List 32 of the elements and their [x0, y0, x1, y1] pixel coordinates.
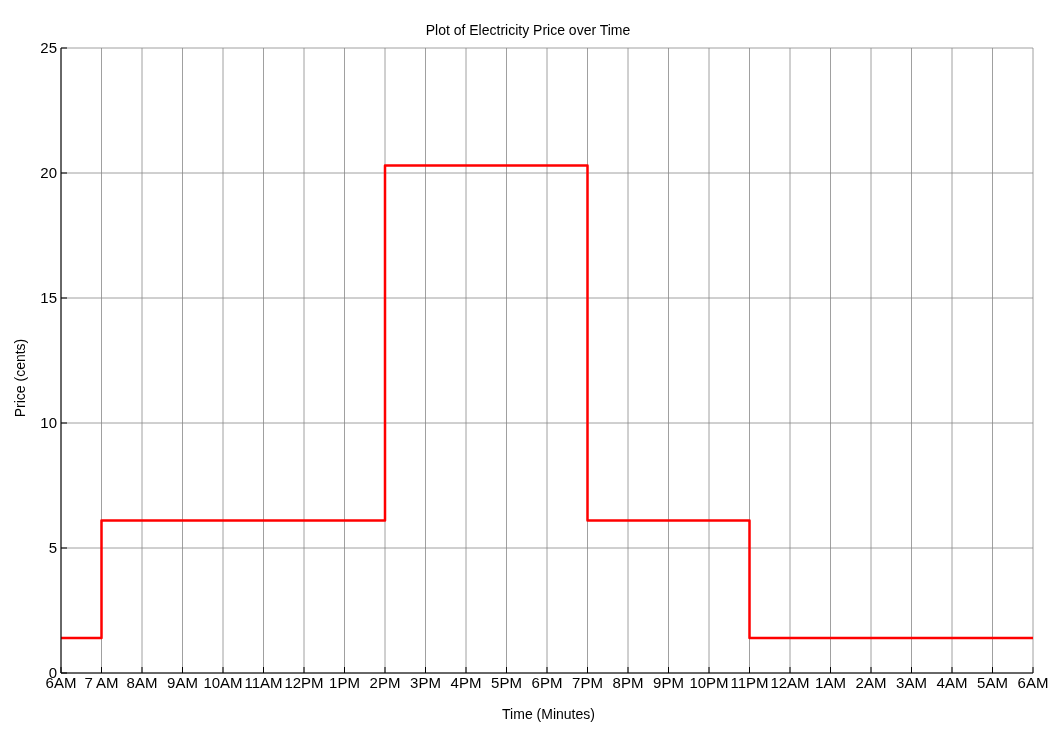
y-tick-label: 5: [48, 539, 57, 557]
x-tick-label: 8AM: [126, 673, 158, 691]
y-tick-label: 10: [40, 414, 57, 432]
x-axis-title: Time (Minutes): [501, 706, 596, 722]
x-tick-label: 12AM: [770, 673, 810, 691]
x-tick-label: 7PM: [572, 673, 603, 691]
y-axis-title: Price (cents): [12, 338, 28, 418]
x-tick-label: 6PM: [531, 673, 563, 691]
x-tick-label: 1AM: [815, 673, 846, 691]
x-tick-label: 11PM: [730, 673, 769, 691]
x-tick-label: 8PM: [612, 673, 644, 691]
x-tick-label: 11AM: [244, 673, 283, 691]
chart-title: Plot of Electricity Price over Time: [424, 22, 632, 38]
x-tick-label: 5AM: [977, 673, 1008, 691]
x-tick-label: 5PM: [491, 673, 522, 691]
y-tick-label: 20: [40, 164, 57, 182]
x-tick-label: 2PM: [369, 673, 401, 691]
x-tick-label: 3PM: [410, 673, 441, 691]
x-tick-label: 7 AM: [84, 673, 119, 691]
y-tick-label: 25: [40, 39, 57, 57]
x-tick-label: 1PM: [329, 673, 360, 691]
x-tick-label: 4PM: [450, 673, 482, 691]
x-tick-label: 10AM: [203, 673, 243, 691]
y-tick-label: 15: [40, 289, 57, 307]
x-tick-label: 2AM: [855, 673, 887, 691]
x-tick-label: 12PM: [284, 673, 324, 691]
x-tick-label: 3AM: [896, 673, 927, 691]
x-tick-label: 10PM: [689, 673, 729, 691]
x-tick-label: 4AM: [936, 673, 968, 691]
x-tick-label: 9AM: [167, 673, 198, 691]
x-tick-label: 6AM: [1017, 673, 1049, 691]
x-tick-label: 9PM: [653, 673, 684, 691]
